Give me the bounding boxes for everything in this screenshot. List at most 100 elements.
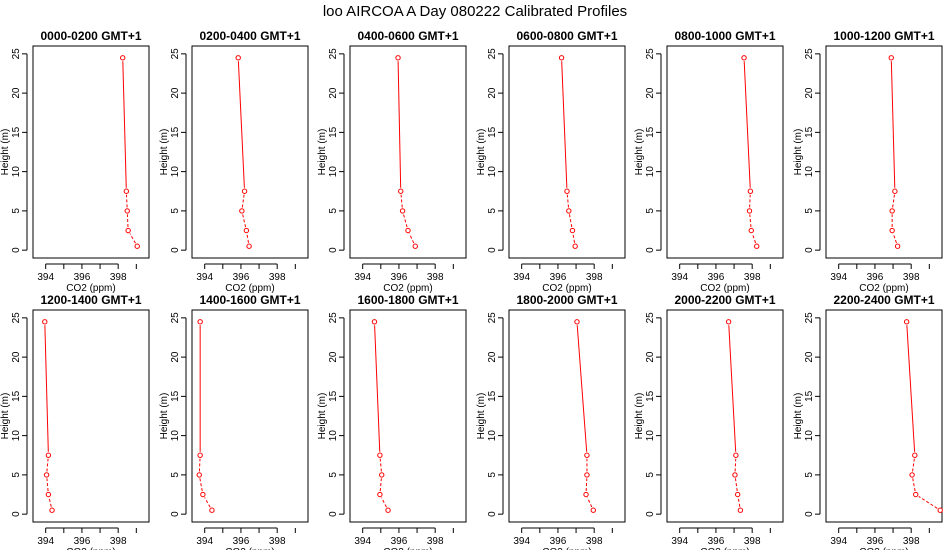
profile-segment xyxy=(585,478,588,492)
panel-title: 1000-1200 GMT+1 xyxy=(833,29,934,43)
panel-grid: 0000-0200 GMT+1 394 396 398 0 5 10 15 20 25 CO2 (p… xyxy=(0,29,943,550)
y-tick-label: 25 xyxy=(170,312,181,324)
panel-9: 1600-1800 GMT+1 394 396 398 0 5 10 15 20 25 CO2 (p… xyxy=(317,293,467,550)
plot-frame xyxy=(666,45,784,259)
data-point xyxy=(197,452,203,458)
y-tick-label: 5 xyxy=(11,472,22,478)
panel-2: 0200-0400 GMT+1 394 396 398 0 5 10 15 20 25 CO2 (p… xyxy=(159,29,309,294)
data-point xyxy=(134,243,140,249)
profile-segment xyxy=(749,194,751,208)
x-tick-label: 396 xyxy=(708,536,725,547)
data-point xyxy=(889,208,895,214)
plot-frame xyxy=(825,45,943,259)
x-tick-label: 398 xyxy=(269,536,286,547)
y-tick-label: 20 xyxy=(11,351,22,363)
data-point xyxy=(45,491,52,498)
data-point xyxy=(235,55,241,61)
data-point xyxy=(725,319,732,325)
y-tick-label: 10 xyxy=(328,430,339,442)
data-point xyxy=(888,55,894,61)
y-tick-label: 15 xyxy=(645,390,656,402)
data-point xyxy=(747,188,754,194)
panel-4: 0600-0800 GMT+1 394 396 398 0 5 10 15 20 25 CO2 (p… xyxy=(476,29,626,294)
plot-frame xyxy=(666,309,784,523)
data-point xyxy=(379,472,385,478)
x-tick-label: 394 xyxy=(830,272,847,283)
y-axis-label: Height (m) xyxy=(0,393,11,440)
x-tick-label: 396 xyxy=(391,536,408,547)
profile-segment xyxy=(892,194,895,208)
y-axis-label: Height (m) xyxy=(793,393,804,440)
x-tick-label: 396 xyxy=(550,536,567,547)
y-tick-label: 5 xyxy=(170,472,181,478)
x-tick-label: 396 xyxy=(233,272,250,283)
panel-title: 0200-0400 GMT+1 xyxy=(199,29,300,43)
y-tick-label: 15 xyxy=(487,390,498,402)
x-tick-label: 396 xyxy=(708,272,725,283)
data-point xyxy=(246,243,252,249)
x-axis-label: CO2 (ppm) xyxy=(700,547,749,550)
x-tick-label: 398 xyxy=(903,536,920,547)
y-tick-label: 10 xyxy=(487,430,498,442)
plot-frame xyxy=(349,45,467,259)
profile-segment xyxy=(743,61,751,188)
data-point xyxy=(909,472,915,478)
y-tick-label: 5 xyxy=(487,208,498,214)
profile-segment xyxy=(566,194,569,208)
profile-segment xyxy=(561,61,568,188)
y-tick-label: 20 xyxy=(804,87,815,99)
y-tick-label: 5 xyxy=(487,472,498,478)
data-point xyxy=(741,55,747,61)
data-point xyxy=(197,319,203,325)
y-tick-label: 20 xyxy=(328,87,339,99)
x-tick-label: 394 xyxy=(37,272,54,283)
profile-segment xyxy=(48,497,52,507)
y-tick-label: 0 xyxy=(170,511,181,517)
x-tick-label: 394 xyxy=(196,272,213,283)
profile-segment xyxy=(912,478,916,492)
data-point xyxy=(913,491,919,498)
data-point xyxy=(196,472,202,478)
data-point xyxy=(239,208,245,214)
y-tick-label: 5 xyxy=(804,472,815,478)
data-point xyxy=(43,472,50,478)
data-point xyxy=(412,243,418,249)
profile-segment xyxy=(379,478,382,492)
data-point xyxy=(737,507,744,513)
y-tick-label: 25 xyxy=(487,312,498,324)
profile-segment xyxy=(890,61,896,188)
panel-11: 2000-2200 GMT+1 394 396 398 0 5 10 15 20 25 CO2 (p… xyxy=(634,293,784,550)
data-point xyxy=(398,188,404,194)
y-tick-label: 0 xyxy=(170,247,181,253)
panel-title: 2000-2200 GMT+1 xyxy=(674,293,775,307)
x-axis-label: CO2 (ppm) xyxy=(66,283,115,294)
x-tick-label: 394 xyxy=(671,536,688,547)
profile-segment xyxy=(204,497,211,508)
x-tick-label: 396 xyxy=(550,272,567,283)
x-axis-label: CO2 (ppm) xyxy=(66,547,115,550)
y-tick-label: 25 xyxy=(645,48,656,60)
profile-segment xyxy=(381,497,387,508)
profile-segment xyxy=(912,458,915,472)
data-point xyxy=(125,227,131,234)
y-tick-label: 10 xyxy=(804,166,815,178)
x-tick-label: 398 xyxy=(586,536,603,547)
x-tick-label: 396 xyxy=(233,536,250,547)
y-axis-label: Height (m) xyxy=(159,393,170,440)
profile-segment xyxy=(129,233,136,244)
profile-segment xyxy=(749,214,752,228)
y-tick-label: 0 xyxy=(11,247,22,253)
profile-segment xyxy=(568,214,573,228)
x-tick-label: 398 xyxy=(744,272,761,283)
y-tick-label: 20 xyxy=(645,351,656,363)
y-tick-label: 25 xyxy=(11,48,22,60)
y-tick-label: 15 xyxy=(170,390,181,402)
y-tick-label: 5 xyxy=(804,208,815,214)
x-tick-label: 396 xyxy=(867,536,884,547)
data-point xyxy=(124,208,130,214)
y-tick-label: 15 xyxy=(328,126,339,138)
y-tick-label: 10 xyxy=(645,166,656,178)
panel-8: 1400-1600 GMT+1 394 396 398 0 5 10 15 20 25 CO2 (p… xyxy=(159,293,309,550)
data-point xyxy=(371,319,378,325)
profile-segment xyxy=(400,194,403,208)
